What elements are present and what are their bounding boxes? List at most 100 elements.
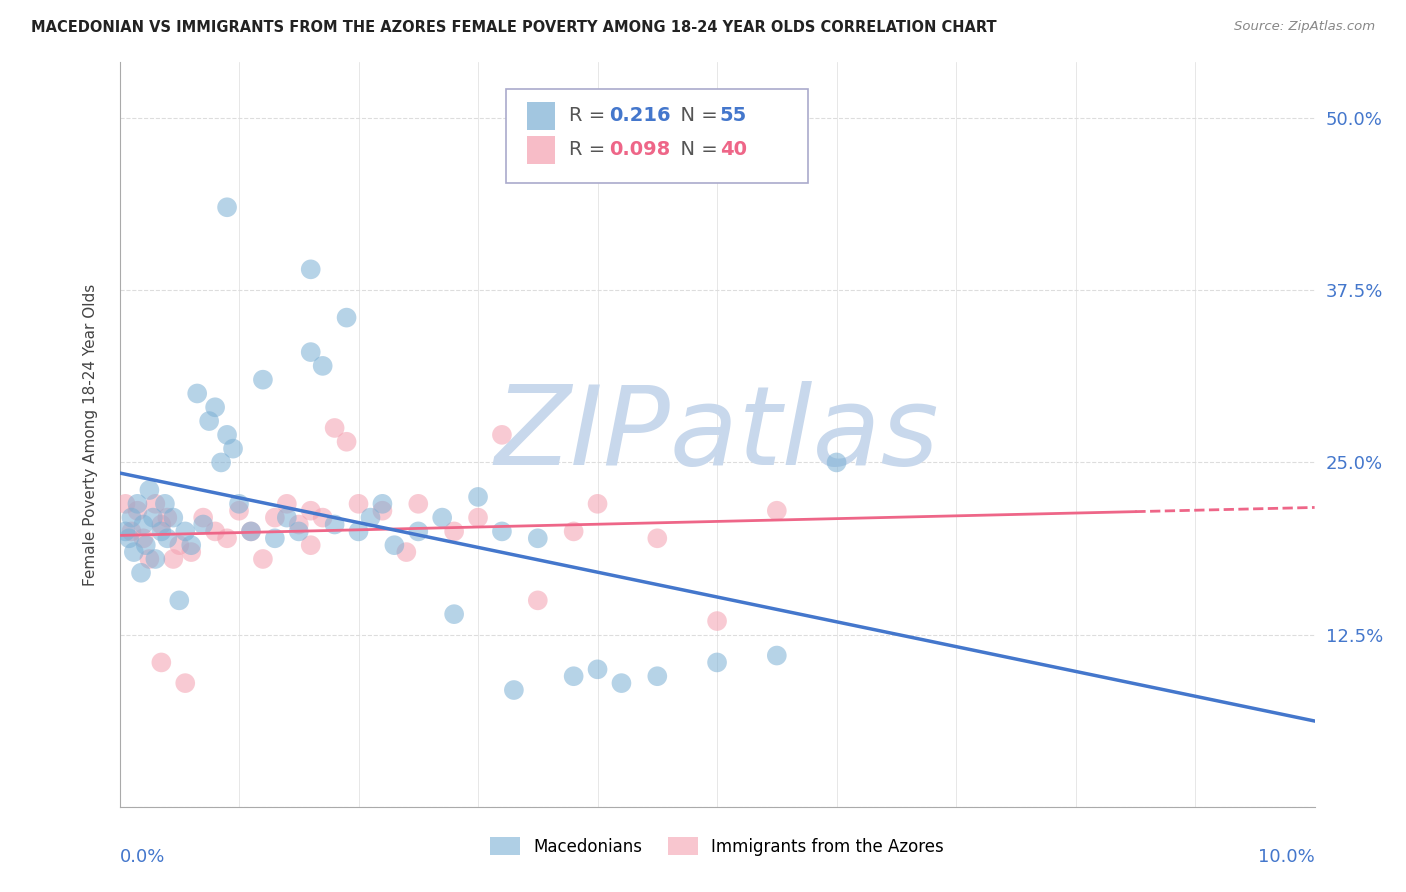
Point [766,504,789,518]
Text: 0.098: 0.098 [609,140,671,160]
Point [191,517,215,532]
Point [127,504,149,518]
Point [228,497,250,511]
Point [288,524,311,539]
Point [169,538,191,552]
Text: Source: ZipAtlas.com: Source: ZipAtlas.com [1234,20,1375,33]
Point [647,531,669,545]
Text: R =: R = [569,106,612,126]
Point [240,524,263,539]
Point [264,531,287,545]
Point [323,421,346,435]
Point [145,552,166,566]
Point [228,504,250,518]
Point [586,497,609,511]
Point [336,434,357,449]
Point [174,524,197,539]
Point [198,414,221,428]
Point [127,497,149,511]
Point [408,497,430,511]
Point [491,428,513,442]
Text: N =: N = [668,106,724,126]
Point [371,497,394,511]
Point [114,524,136,539]
Point [240,524,263,539]
Point [527,593,550,607]
Point [825,455,848,469]
Point [114,497,136,511]
Point [222,442,245,456]
Y-axis label: Female Poverty Among 18-24 Year Olds: Female Poverty Among 18-24 Year Olds [83,284,98,586]
Point [408,524,430,539]
Point [132,517,155,532]
Point [150,656,173,670]
Text: R =: R = [569,140,612,160]
Point [169,593,191,607]
Point [443,524,465,539]
Point [299,538,322,552]
Point [527,531,550,545]
Point [142,510,165,524]
Text: N =: N = [668,140,724,160]
Point [132,531,155,545]
Point [276,510,298,524]
Point [145,497,166,511]
Legend: Macedonians, Immigrants from the Azores: Macedonians, Immigrants from the Azores [484,830,950,863]
Point [150,517,173,532]
Point [204,401,226,415]
Point [180,545,202,559]
Point [299,262,322,277]
Text: 0.0%: 0.0% [120,848,165,866]
Point [443,607,465,622]
Point [217,428,239,442]
Point [252,373,274,387]
Point [432,510,454,524]
Point [135,538,157,552]
Text: 0.216: 0.216 [609,106,671,126]
Point [156,531,179,545]
Point [347,524,370,539]
Point [360,510,382,524]
Point [706,656,728,670]
Point [180,538,202,552]
Point [586,662,609,676]
Point [162,510,184,524]
Text: ZIPatlas: ZIPatlas [495,382,939,488]
Point [562,669,585,683]
Point [288,517,311,532]
Point [118,531,141,545]
Point [467,490,489,504]
Point [382,538,406,552]
Point [191,510,215,524]
Point [122,545,145,559]
Point [395,545,418,559]
Point [252,552,274,566]
Text: 55: 55 [720,106,747,126]
Point [336,310,357,325]
Point [156,510,179,524]
Point [491,524,513,539]
Point [162,552,184,566]
Point [121,524,143,539]
Point [299,504,322,518]
Point [204,524,226,539]
Point [347,497,370,511]
Point [467,510,489,524]
Point [706,614,728,628]
Point [371,504,394,518]
Point [153,497,176,511]
Point [217,531,239,545]
Point [299,345,322,359]
Point [312,510,335,524]
Text: MACEDONIAN VS IMMIGRANTS FROM THE AZORES FEMALE POVERTY AMONG 18-24 YEAR OLDS CO: MACEDONIAN VS IMMIGRANTS FROM THE AZORES… [31,20,997,35]
Point [121,510,143,524]
Point [610,676,633,690]
Point [264,510,287,524]
Point [129,566,152,580]
Text: 40: 40 [720,140,747,160]
Point [503,683,526,698]
Point [276,497,298,511]
Point [138,552,160,566]
Point [562,524,585,539]
Point [312,359,335,373]
